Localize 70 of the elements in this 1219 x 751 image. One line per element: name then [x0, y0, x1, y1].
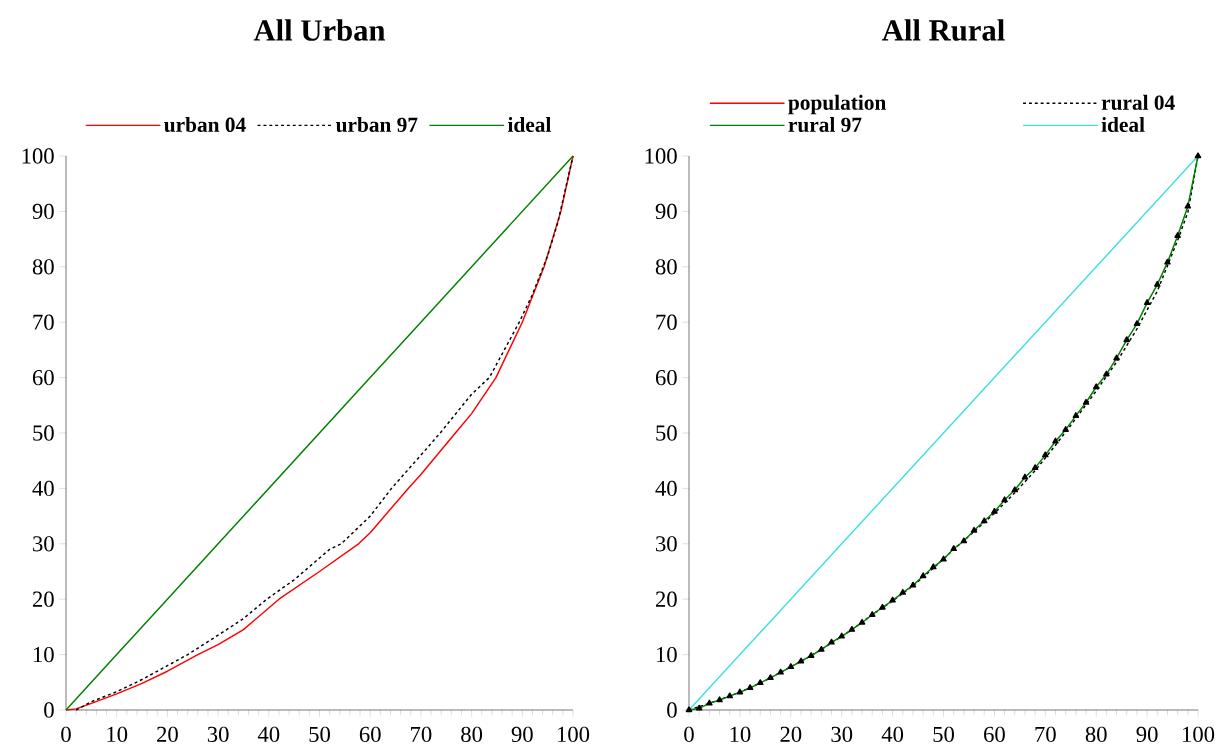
chart-title: All Urban — [253, 19, 386, 41]
x-tick-label: 90 — [511, 726, 533, 743]
point — [746, 684, 754, 691]
point — [828, 638, 835, 645]
y-tick-label: 90 — [32, 203, 54, 220]
y-tick-label: 0 — [667, 702, 677, 718]
point — [950, 545, 957, 551]
legend-label: ideal — [507, 116, 551, 132]
point — [889, 596, 896, 603]
x-tick-label: 100 — [1183, 726, 1215, 743]
y-tick-label: 0 — [44, 702, 54, 718]
point — [807, 652, 815, 658]
y-tick-label: 40 — [32, 480, 54, 497]
point — [970, 526, 978, 533]
y-tick-label: 60 — [655, 369, 677, 386]
x-tick-label: 40 — [257, 726, 280, 743]
y-tick-label: 50 — [33, 425, 54, 441]
y-tick-label: 70 — [33, 314, 54, 330]
point — [767, 674, 774, 681]
x-tick-label: 30 — [831, 726, 853, 743]
legend-label: population — [788, 94, 887, 115]
x-tick-label: 60 — [984, 726, 1005, 743]
x-tick-label: 0 — [61, 726, 71, 743]
legend-label: urban 04 — [164, 116, 246, 133]
point — [706, 699, 713, 706]
x-tick-label: 50 — [309, 726, 330, 743]
y-tick-label: 50 — [656, 425, 677, 441]
legend-label: rural 04 — [1101, 94, 1175, 110]
y-tick-label: 90 — [655, 203, 677, 220]
x-tick-label: 90 — [1136, 726, 1158, 743]
x-tick-label: 50 — [933, 726, 954, 743]
x-tick-label: 10 — [730, 726, 751, 743]
x-tick-label: 10 — [107, 726, 128, 743]
y-tick-label: 80 — [655, 259, 677, 275]
point — [930, 563, 937, 570]
x-tick-label: 0 — [684, 726, 694, 743]
x-tick-label: 70 — [411, 726, 432, 743]
x-tick-label: 80 — [1085, 726, 1107, 743]
y-tick-label: 20 — [655, 591, 677, 607]
legend-label: ideal — [1101, 116, 1145, 132]
y-tick-label: 60 — [32, 369, 54, 386]
point — [868, 611, 876, 617]
legend-label: rural 97 — [788, 116, 862, 133]
point — [1194, 152, 1202, 159]
y-tick-label: 40 — [655, 480, 677, 497]
point — [726, 692, 734, 699]
x-tick-label: 70 — [1035, 726, 1056, 743]
y-tick-label: 30 — [656, 536, 677, 552]
y-tick-label: 20 — [32, 591, 54, 607]
x-tick-label: 60 — [359, 726, 381, 743]
point — [685, 706, 693, 713]
point — [848, 626, 856, 632]
x-tick-label: 20 — [157, 726, 178, 743]
x-tick-label: 20 — [780, 726, 802, 743]
point — [991, 508, 998, 514]
y-tick-label: 80 — [32, 259, 54, 275]
x-tick-label: 100 — [558, 726, 590, 743]
y-tick-label: 30 — [33, 536, 54, 552]
y-tick-label: 10 — [656, 646, 677, 663]
legend-label: urban 97 — [335, 116, 418, 133]
chart-title: All Rural — [882, 19, 1005, 41]
x-tick-label: 40 — [881, 726, 904, 743]
y-tick-label: 10 — [33, 646, 54, 663]
x-tick-label: 80 — [461, 726, 483, 743]
y-tick-label: 100 — [22, 148, 54, 164]
x-tick-label: 30 — [207, 726, 229, 743]
point — [909, 581, 917, 588]
y-tick-label: 100 — [645, 148, 677, 164]
point — [787, 663, 795, 669]
y-tick-label: 70 — [656, 314, 677, 330]
